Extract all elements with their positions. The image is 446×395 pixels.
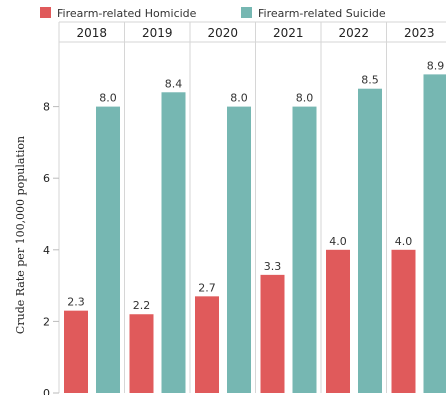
value-label-homicide-2021: 3.3: [264, 260, 282, 273]
y-axis-title: Crude Rate per 100,000 population: [14, 136, 27, 334]
bar-suicide-2021[interactable]: [292, 106, 317, 393]
value-label-suicide-2023: 8.9: [427, 59, 445, 72]
year-label-2021: 2021: [273, 26, 304, 40]
bars: [64, 74, 446, 393]
value-label-suicide-2020: 8.0: [230, 92, 248, 105]
y-tick-label-0: 0: [43, 387, 50, 395]
y-tick-label-8: 8: [43, 101, 50, 114]
legend: Firearm-related Homicide Firearm-related…: [40, 7, 386, 20]
value-labels: 2.3 2.2 2.7 3.3 4.0 4.0 8.0 8.4 8.0 8.0 8.5 8.9: [67, 59, 444, 312]
value-label-suicide-2018: 8.0: [99, 92, 117, 105]
value-label-suicide-2022: 8.5: [361, 74, 379, 87]
value-label-homicide-2022: 4.0: [329, 235, 347, 248]
value-label-homicide-2019: 2.2: [133, 299, 151, 312]
bar-suicide-2022[interactable]: [358, 88, 382, 393]
value-label-homicide-2023: 4.0: [395, 235, 413, 248]
year-label-2022: 2022: [338, 26, 369, 40]
legend-item-suicide[interactable]: Firearm-related Suicide: [241, 7, 386, 20]
bar-homicide-2022[interactable]: [326, 249, 350, 393]
bar-homicide-2019[interactable]: [129, 314, 154, 393]
y-tick-label-4: 4: [43, 244, 50, 257]
legend-swatch-homicide: [40, 7, 51, 18]
y-tick-label-6: 6: [43, 172, 50, 185]
year-headers: 2018 2019 2020 2021 2022 2023: [59, 21, 446, 43]
value-label-suicide-2021: 8.0: [296, 92, 314, 105]
year-label-2019: 2019: [142, 26, 173, 40]
year-label-2018: 2018: [76, 26, 107, 40]
bar-suicide-2018[interactable]: [96, 106, 120, 393]
y-tick-label-2: 2: [43, 315, 50, 328]
year-label-2020: 2020: [207, 26, 238, 40]
bar-homicide-2023[interactable]: [391, 249, 416, 393]
legend-item-homicide[interactable]: Firearm-related Homicide: [40, 7, 197, 20]
bar-homicide-2020[interactable]: [195, 296, 219, 393]
legend-label-suicide: Firearm-related Suicide: [258, 7, 386, 20]
bar-suicide-2019[interactable]: [161, 92, 186, 393]
value-label-homicide-2018: 2.3: [67, 296, 85, 309]
bar-suicide-2020[interactable]: [227, 106, 251, 393]
bar-homicide-2021[interactable]: [260, 274, 285, 393]
panel-dividers: [58, 22, 387, 393]
legend-swatch-suicide: [241, 7, 252, 18]
value-label-suicide-2019: 8.4: [165, 77, 183, 90]
value-label-homicide-2020: 2.7: [198, 281, 216, 294]
bar-suicide-2023[interactable]: [423, 74, 446, 393]
bar-homicide-2018[interactable]: [64, 310, 88, 393]
year-label-2023: 2023: [404, 26, 435, 40]
legend-label-homicide: Firearm-related Homicide: [57, 7, 197, 20]
y-axis: Crude Rate per 100,000 population 0 2 4 6 8: [14, 101, 59, 395]
